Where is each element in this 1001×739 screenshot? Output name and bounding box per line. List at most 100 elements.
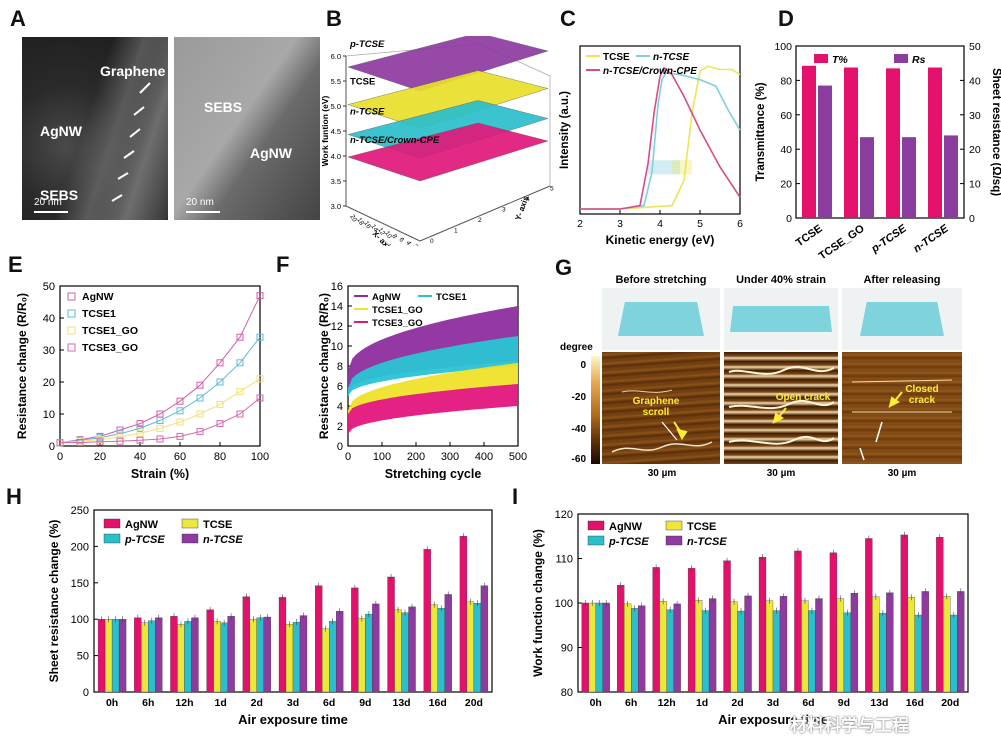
bar-p-TCSE-6h [148, 620, 156, 693]
wf-shade [648, 160, 680, 175]
surface-TCSE [347, 70, 549, 129]
legend-swatch-AgNW [67, 292, 76, 301]
x-tick-label: 5 [697, 218, 703, 230]
line-TCSE1 [59, 336, 261, 444]
bar-AgNW-0h [581, 602, 589, 693]
g-scale-before: 30 µm [647, 468, 677, 479]
scale-bar-left [34, 211, 68, 213]
y-tick-label: 100 [555, 598, 573, 610]
y-axis-label: Intensity (a.u.) [559, 91, 571, 169]
z-tick-label: 5.0 [331, 102, 341, 111]
g-arrows [673, 391, 903, 440]
bar-AgNW-0h [97, 619, 106, 693]
bar-AgNW-3d [758, 557, 767, 693]
bar-TCSE-16d [430, 604, 438, 693]
legend-label-TCSE3_GO: TCSE3_GO [372, 318, 423, 329]
y-tick-label: 200 [71, 541, 89, 553]
point-TCSE3_GO [76, 438, 84, 446]
g-title-after: After releasing [863, 274, 941, 286]
y-tick-label: 20 [43, 377, 55, 389]
arrow-5 [117, 172, 129, 180]
x-axis-label: Air exposure time [718, 712, 828, 727]
x-axis-label: Kinetic energy (eV) [606, 233, 715, 247]
annot-closed-crack: Closed crack [905, 384, 939, 406]
bar-n-TCSE-6d [815, 598, 823, 693]
surface-p-TCSE [347, 36, 549, 92]
x-tick-label-13d: 13d [392, 697, 410, 709]
x-tick-label-13d: 13d [870, 697, 888, 709]
legend-swatch-AgNW [103, 518, 121, 529]
bar-TCSE-9d [358, 618, 366, 693]
graphene-arrows [111, 82, 151, 202]
x-tick-label: 12 [376, 227, 386, 237]
z-tick-label: 6.0 [331, 52, 341, 61]
bar-p-TCSE-1d [701, 610, 710, 693]
x-tick-label-1d: 1d [215, 697, 227, 709]
bar-AgNW-13d [865, 538, 873, 693]
bar-p-TCSE-13d [879, 613, 887, 693]
y-axis-label: Sheet resistance change (%) [47, 520, 61, 683]
bar-AgNW-1d [206, 609, 214, 693]
tem-image-left: Graphene AgNW SEBS 20 nm [22, 37, 168, 220]
panel-label-b: B [326, 6, 342, 31]
bar-AgNW-2d [242, 596, 250, 693]
point-TCSE1_GO [156, 424, 164, 432]
y-tick-label: 20 [780, 179, 792, 191]
panel-label-i: I [512, 484, 519, 509]
x-tick-label: 80 [214, 451, 226, 463]
bar-T-TCSE [802, 65, 816, 218]
line-TCSE [580, 65, 741, 210]
y-tick-label: 30 [43, 345, 55, 357]
x-tick-label: 18 [355, 217, 365, 227]
point-TCSE3_GO [116, 437, 124, 445]
line-AgNW [59, 295, 261, 444]
bar-Rs-p-TCSE [902, 137, 916, 218]
legend-swatch-TCSE1_GO [67, 326, 76, 335]
point-TCSE1 [176, 407, 184, 415]
legend-label-TCSE1_GO: TCSE1_GO [82, 325, 138, 337]
x-tick-label: 10 [383, 230, 393, 240]
afm-after [842, 352, 962, 464]
legend-label-TCSE1: TCSE1 [436, 292, 467, 303]
y-tick-label: 8 [337, 361, 343, 373]
x-tick-label-0h: 0h [590, 697, 602, 709]
arrow-4 [123, 150, 135, 159]
bar-n-TCSE-13d [408, 606, 416, 693]
y-tick-label: 120 [555, 509, 573, 521]
x-tick-label: 4 [404, 240, 412, 246]
y-tick-label: 4 [526, 196, 530, 203]
point-TCSE3_GO [56, 439, 64, 447]
point-TCSE1_GO [236, 388, 244, 396]
y2-axis-label: Sheet resistance (Ω/sq) [990, 68, 1001, 196]
legend-label-AgNW: AgNW [372, 292, 401, 303]
colorbar-tick-0: 0 [580, 360, 586, 371]
point-TCSE1 [136, 424, 144, 432]
y-tick-label: 100 [71, 614, 89, 626]
colorbar [591, 356, 600, 464]
bar-n-TCSE-16d [444, 594, 452, 693]
x-tick-label-1d: 1d [696, 697, 708, 709]
x-tick-label: 2 [411, 243, 419, 246]
y-axis-label: Resistance change (R/R₀) [317, 293, 331, 439]
bar-p-TCSE-6d [808, 610, 816, 693]
legend-label-TCSE: TCSE [203, 519, 232, 531]
colorbar-title: degree [560, 342, 593, 353]
x-tick-label-9d: 9d [359, 697, 371, 709]
bar-Rs-n-TCSE [944, 135, 958, 218]
bar-TCSE-0h [588, 602, 596, 693]
x-tick-label-6h: 6h [625, 697, 637, 709]
x-tick-label-16d: 16d [429, 697, 447, 709]
panel-label-a: A [10, 6, 26, 31]
legend-label-TCSE: TCSE [687, 521, 716, 533]
legend-swatch-TCSE [181, 518, 199, 529]
point-TCSE1_GO [216, 400, 224, 408]
y2-tick-label: 30 [969, 110, 981, 122]
bar-T-p-TCSE [886, 68, 900, 218]
bar-AgNW-20d [459, 536, 468, 693]
x-tick-label-p-TCSE: p-TCSE [868, 222, 909, 256]
band-TCSE3_GO [348, 384, 518, 434]
legend-label-p-TCSE: p-TCSE [124, 534, 165, 546]
point-TCSE1_GO [256, 375, 264, 383]
line-TCSE3_GO [59, 397, 261, 444]
point-TCSE1 [156, 416, 164, 424]
